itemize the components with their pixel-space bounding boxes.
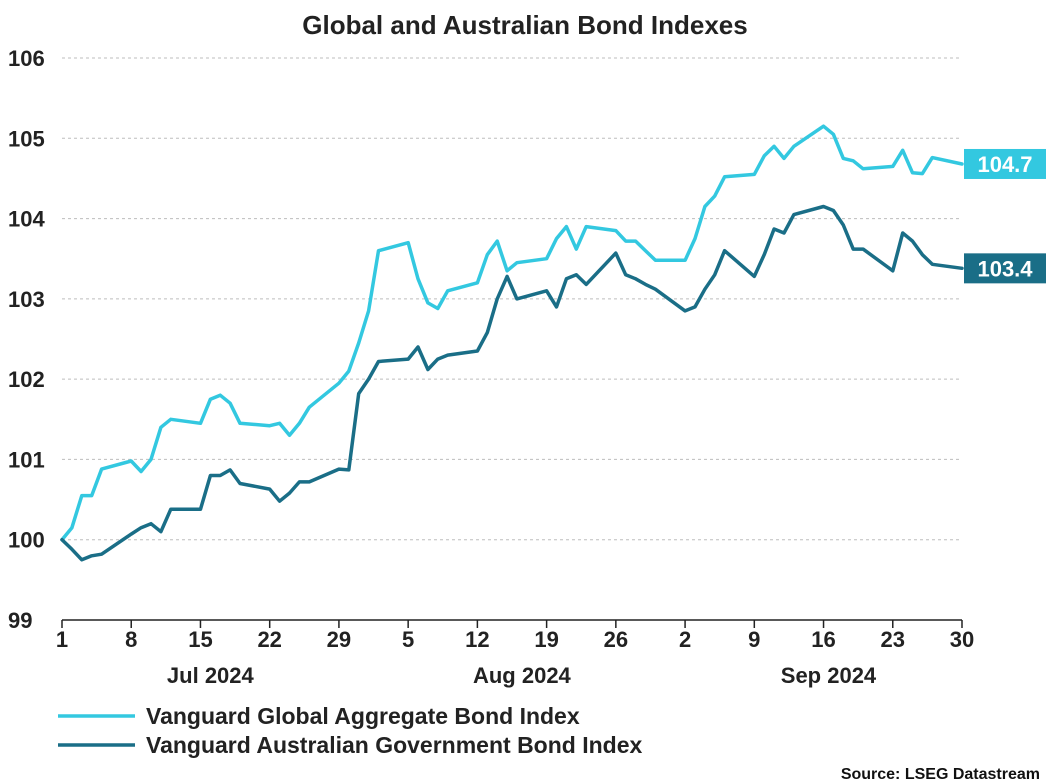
end-value-label: 103.4 [977,256,1033,281]
x-tick-label: 1 [56,627,68,652]
x-tick-label: 5 [402,627,414,652]
legend: Vanguard Global Aggregate Bond Index Van… [58,703,642,758]
x-tick-label: 15 [188,627,212,652]
end-value-badge [964,253,1046,284]
source-note: Source: LSEG Datastream [841,766,1040,783]
x-tick-label: 23 [881,627,905,652]
y-tick-label: 105 [8,126,45,151]
x-tick-label: 8 [125,627,137,652]
y-tick-label: 101 [8,447,45,472]
x-tick-label: 29 [327,627,351,652]
x-tick-label: 2 [679,627,691,652]
legend-label-global: Vanguard Global Aggregate Bond Index [146,703,580,729]
chart-title: Global and Australian Bond Indexes [302,10,747,40]
y-tick-label: 102 [8,367,45,392]
x-tick-label: 19 [534,627,558,652]
x-tick-label: 12 [465,627,489,652]
month-label: Sep 2024 [781,663,877,688]
end-value-badge [964,148,1046,179]
y-tick-label: 100 [8,528,45,553]
y-tick-label: 99 [8,608,32,633]
series-line-global [60,124,964,542]
month-label: Jul 2024 [167,663,255,688]
y-tick-label: 106 [8,46,45,71]
x-tick-label: 16 [811,627,835,652]
x-tick-label: 22 [257,627,281,652]
gridlines [62,57,962,541]
x-tick-label: 30 [950,627,974,652]
series-line-australian [60,204,964,562]
y-tick-label: 103 [8,287,45,312]
x-tick-label: 9 [748,627,760,652]
legend-label-australian: Vanguard Australian Government Bond Inde… [146,732,642,758]
y-tick-label: 104 [8,207,45,232]
x-tick-label: 26 [604,627,628,652]
end-value-label: 104.7 [977,152,1032,177]
series-lines [60,124,964,562]
end-labels: 104.7 103.4 [964,148,1046,284]
month-label: Aug 2024 [473,663,572,688]
